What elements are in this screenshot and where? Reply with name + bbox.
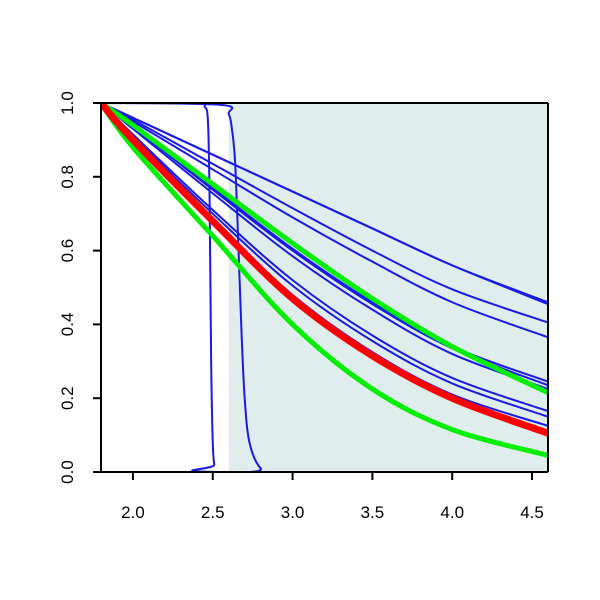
x-tick-label: 2.5 [201,503,225,522]
x-tick-label: 3.0 [281,503,305,522]
series-line-blue-1 [101,103,548,304]
y-tick-label: 0.0 [58,460,77,484]
y-tick-label: 1.0 [58,91,77,115]
series-line-blue-6 [101,103,548,390]
y-tick-label: 0.6 [58,239,77,263]
x-tick-label: 2.0 [121,503,145,522]
series-line-blue-3 [101,103,548,339]
series-line-blue-2 [101,103,548,324]
x-tick-label: 4.0 [440,503,464,522]
series-line-green-14 [101,103,548,458]
y-tick-label: 0.8 [58,165,77,189]
x-tick-label: 4.5 [520,503,544,522]
series-line-blue-7 [101,103,548,413]
y-tick-label: 0.2 [58,386,77,410]
y-tick-label: 0.4 [58,313,77,337]
series-line-red-15 [101,103,548,437]
x-tick-label: 3.5 [361,503,385,522]
series-line-green-13 [101,103,548,396]
